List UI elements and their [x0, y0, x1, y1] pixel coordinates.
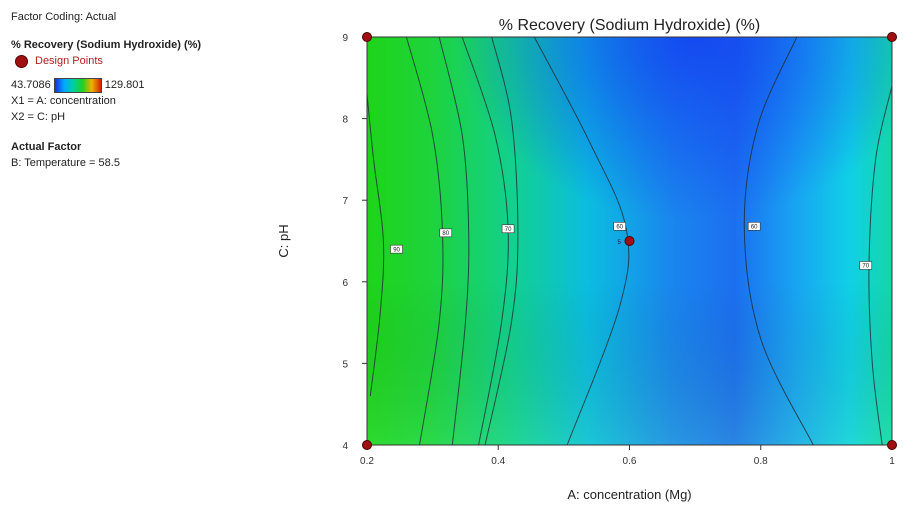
x-tick-label: 0.4: [491, 456, 505, 467]
contour-label: 70: [862, 264, 869, 270]
contour-label-box: [390, 244, 403, 254]
design-points: 5: [362, 32, 897, 450]
design-point: [887, 440, 897, 450]
x-tick-label: 0.8: [754, 456, 768, 467]
scale-max: 129.801: [104, 79, 145, 91]
x1-mapping: X1 = A: concentration: [11, 95, 116, 107]
design-points-label: Design Points: [35, 55, 103, 67]
y-tick-label: 4: [342, 441, 348, 452]
contour-label: 80: [442, 231, 449, 237]
y-tick-label: 5: [342, 359, 348, 370]
x-axis-ticks: 0.2 0.4 0.6 0.8 1: [360, 445, 895, 467]
contour-label: 70: [505, 227, 512, 233]
design-point-icon: [15, 54, 28, 68]
x-tick-label: 0.6: [623, 456, 637, 467]
x-tick-label: 0.2: [360, 456, 374, 467]
contour-label: 60: [751, 225, 758, 231]
y-tick-label: 6: [342, 278, 348, 289]
contour-labels: 90 80 70 60 60 70: [390, 222, 873, 270]
y-axis-ticks: 4 5 6 7 8 9: [342, 33, 367, 452]
actual-factor-value: B: Temperature = 58.5: [11, 157, 120, 169]
design-point: [887, 32, 897, 42]
contour-line-0: [366, 94, 385, 397]
design-point: [624, 236, 635, 246]
response-name: % Recovery (Sodium Hydroxide) (%): [11, 39, 202, 51]
center-point-count: 5: [618, 240, 622, 246]
factor-coding: Factor Coding: Actual: [11, 11, 117, 23]
y-tick-label: 7: [342, 196, 348, 207]
x2-mapping: X2 = C: pH: [11, 111, 66, 123]
contour-line-4: [484, 36, 519, 446]
design-point: [362, 440, 372, 450]
x-tick-label: 1: [889, 456, 895, 467]
color-scale: 43.7086 129.801: [11, 77, 261, 93]
y-axis-title: C: pH: [276, 224, 291, 257]
contour-label-box: [439, 228, 453, 238]
scale-min: 43.7086: [11, 79, 51, 91]
contour-line-2: [438, 36, 470, 446]
design-point: [362, 32, 372, 42]
y-tick-label: 8: [342, 115, 348, 126]
contour-label-box: [613, 222, 626, 231]
color-scale-bar: [53, 77, 102, 93]
legend-panel: Factor Coding: Actual % Recovery (Sodium…: [11, 9, 261, 171]
y-tick-label: 9: [342, 33, 348, 44]
contour-line-5: [533, 36, 630, 446]
contour-label-box: [859, 261, 873, 270]
chart-title: % Recovery (Sodium Hydroxide) (%): [499, 17, 760, 34]
contour-line-6: [743, 36, 814, 446]
x-axis-title: A: concentration (Mg): [567, 487, 691, 502]
contour-label-box: [501, 224, 515, 234]
actual-factor-title: Actual Factor: [11, 141, 82, 153]
contour-label: 90: [393, 247, 400, 253]
contour-label-box: [747, 222, 761, 231]
contour-label: 60: [616, 225, 623, 231]
design-points-legend: Design Points: [15, 53, 261, 69]
